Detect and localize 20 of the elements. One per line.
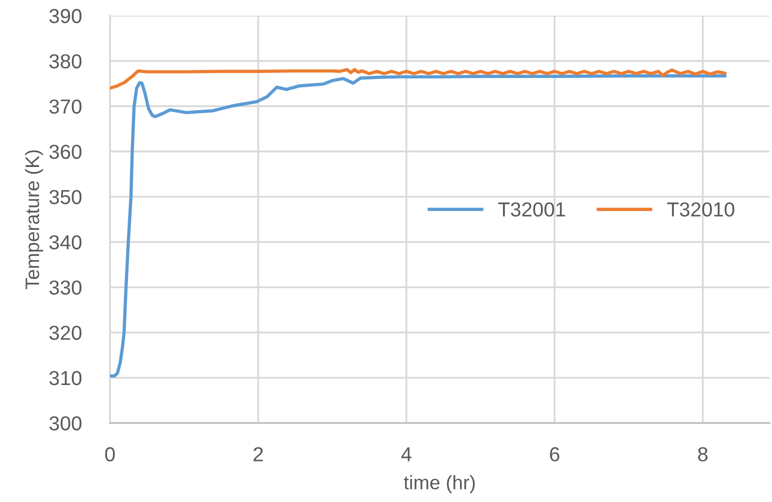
y-axis-title: Temperature (K) [24, 150, 44, 290]
x-tick-label: 4 [401, 447, 412, 462]
x-axis-title: time (hr) [404, 475, 475, 494]
y-tick-label: 340 [49, 235, 82, 250]
y-tick-label: 350 [49, 190, 82, 204]
y-tick-label: 320 [49, 326, 82, 340]
line-series [110, 68, 727, 90]
legend-label: T32010 [667, 202, 734, 217]
y-tick-label: 310 [49, 370, 82, 386]
x-tick-label: 8 [698, 447, 708, 462]
x-tick-label: 6 [550, 447, 560, 462]
y-tick-label: 360 [49, 144, 82, 159]
y-tick-label: 300 [49, 416, 82, 430]
x-tick-label: 2 [254, 447, 263, 462]
y-tick-label: 380 [49, 54, 82, 68]
y-tick-label: 390 [49, 8, 82, 24]
x-tick-label: 0 [105, 447, 115, 462]
legend-label: T32001 [498, 202, 566, 217]
y-tick-label: 330 [49, 280, 82, 295]
y-tick-label: 370 [49, 99, 82, 114]
